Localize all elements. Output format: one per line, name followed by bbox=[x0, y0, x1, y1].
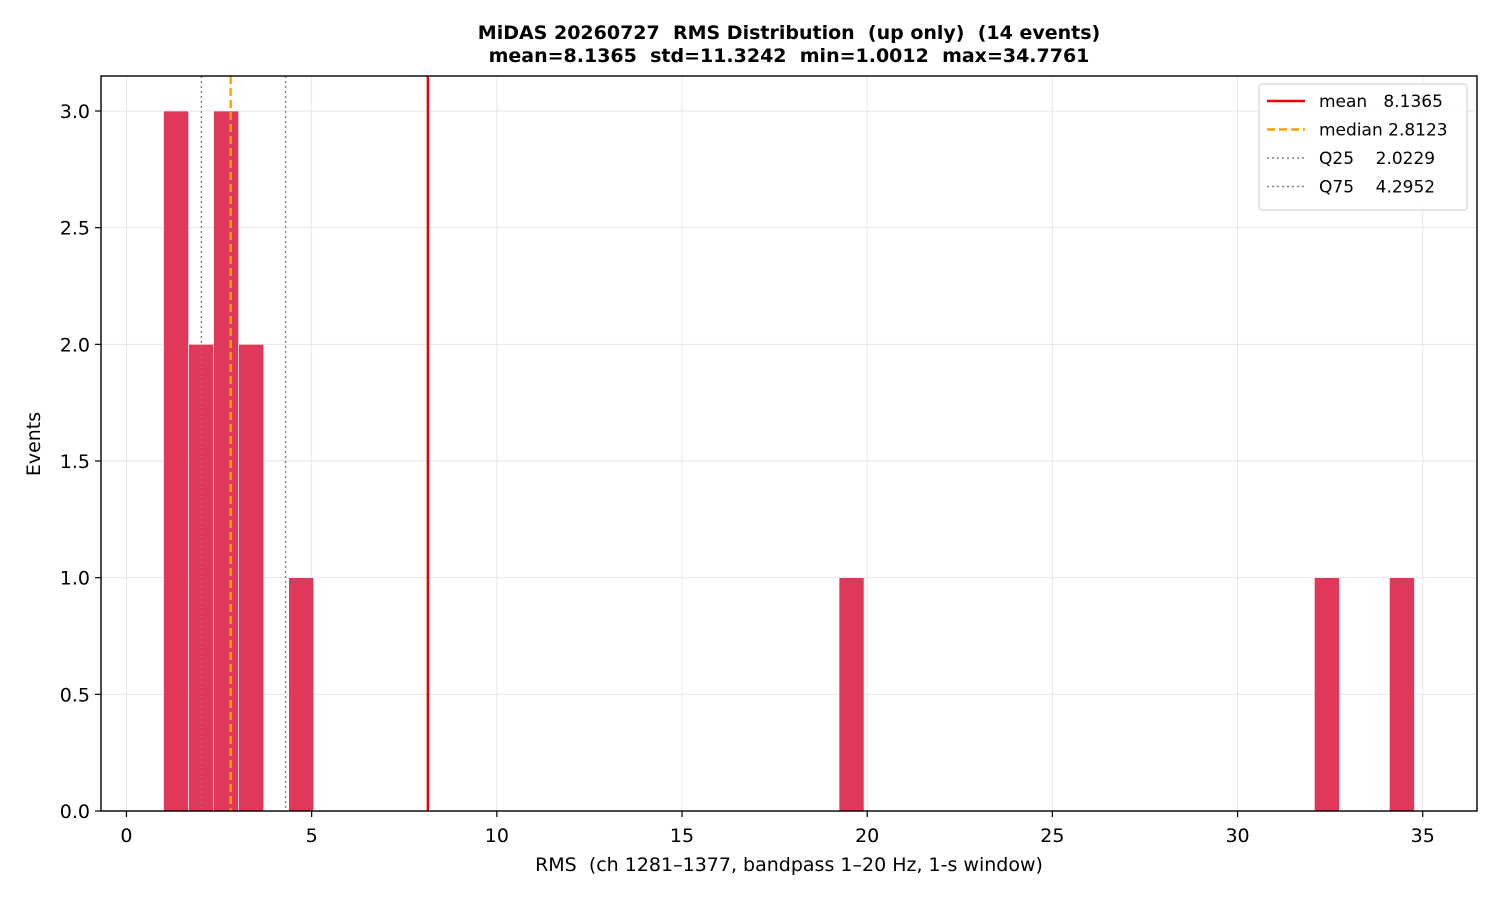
bar bbox=[238, 344, 264, 812]
y-tick-label: 2.5 bbox=[60, 218, 90, 240]
bar bbox=[1389, 577, 1415, 812]
y-tick-label: 1.5 bbox=[60, 451, 90, 473]
x-tick-label: 5 bbox=[306, 825, 318, 847]
x-tick-label: 0 bbox=[120, 825, 132, 847]
plot-frame bbox=[100, 75, 1478, 812]
bar bbox=[288, 577, 314, 812]
y-tick-label: 3.0 bbox=[60, 101, 90, 123]
x-tick-label: 10 bbox=[485, 825, 509, 847]
y-tick-label: 2.0 bbox=[60, 334, 90, 356]
legend-label: mean 8.1365 bbox=[1319, 92, 1443, 112]
chart-title: MiDAS 20260727 RMS Distribution (up only… bbox=[478, 22, 1100, 44]
bar bbox=[163, 110, 189, 812]
y-axis-label: Events bbox=[23, 412, 45, 476]
legend-label: Q25 2.0229 bbox=[1319, 149, 1435, 169]
x-tick-label: 35 bbox=[1411, 825, 1435, 847]
x-axis-label: RMS (ch 1281–1377, bandpass 1–20 Hz, 1-s… bbox=[535, 854, 1043, 876]
x-tick-label: 20 bbox=[855, 825, 879, 847]
chart-subtitle: mean=8.1365 std=11.3242 min=1.0012 max=3… bbox=[489, 45, 1090, 67]
x-tick-label: 25 bbox=[1040, 825, 1064, 847]
bar bbox=[1314, 577, 1340, 812]
legend-box bbox=[1258, 83, 1468, 211]
y-tick-label: 0.0 bbox=[60, 801, 90, 823]
y-tick-label: 1.0 bbox=[60, 568, 90, 590]
legend-label: median 2.8123 bbox=[1319, 121, 1448, 141]
bar bbox=[838, 577, 865, 812]
x-tick-label: 15 bbox=[670, 825, 694, 847]
y-tick-label: 0.5 bbox=[60, 684, 90, 706]
bar bbox=[213, 110, 239, 812]
x-tick-label: 30 bbox=[1225, 825, 1249, 847]
legend-label: Q75 4.2952 bbox=[1319, 178, 1435, 198]
